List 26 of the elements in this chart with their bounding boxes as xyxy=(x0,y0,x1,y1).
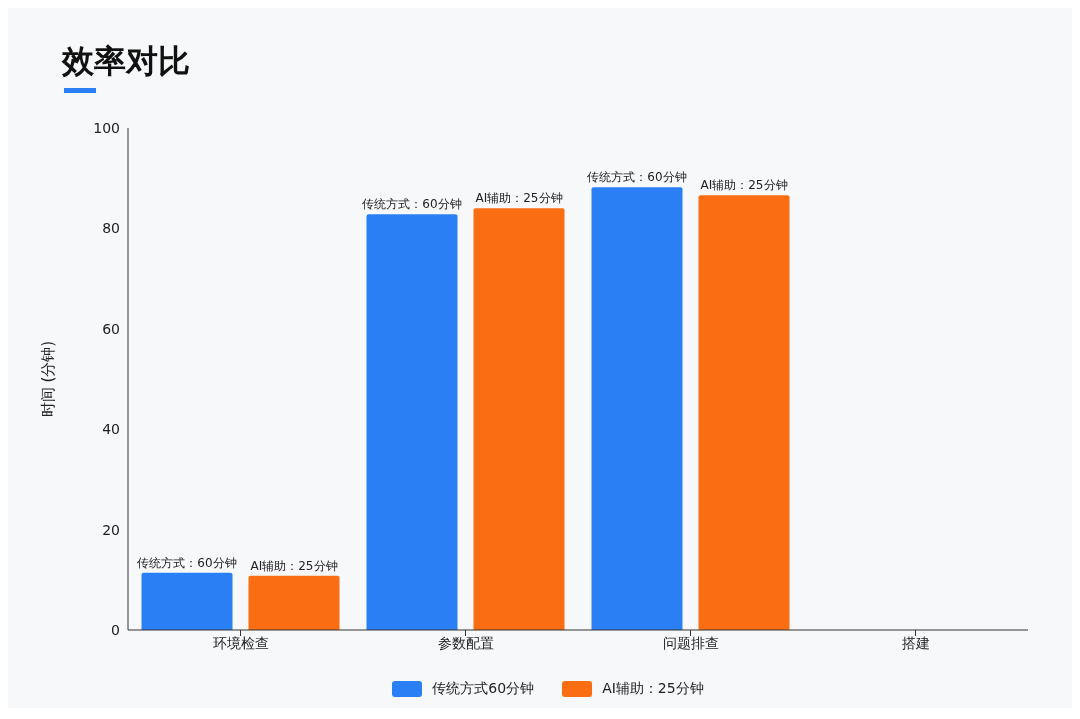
annotation: AI辅助：25分钟 xyxy=(700,178,788,193)
x-tick-label: 环境检查 xyxy=(212,634,269,651)
bar xyxy=(698,195,790,630)
y-tick-label: 40 xyxy=(102,421,120,438)
annotation: 传统方式：60分钟 xyxy=(362,197,462,212)
legend-label: AI辅助：25分钟 xyxy=(602,680,704,698)
y-tick-label: 0 xyxy=(111,621,120,638)
bar xyxy=(473,208,565,630)
x-tick-label: 搭建 xyxy=(901,634,930,651)
annotation: 传统方式：60分钟 xyxy=(137,555,237,570)
y-tick-label: 100 xyxy=(93,119,120,136)
y-tick-label: 20 xyxy=(102,521,120,538)
x-tick-label: 问题排查 xyxy=(662,634,719,651)
x-tick-label: 参数配置 xyxy=(437,634,494,651)
bar xyxy=(141,572,233,630)
bar xyxy=(591,187,683,630)
bar xyxy=(366,214,458,630)
annotation: 传统方式：60分钟 xyxy=(587,170,687,185)
y-tick-label: 80 xyxy=(102,220,120,237)
y-tick-label: 60 xyxy=(102,320,120,337)
y-axis-title: 时间 (分钟) xyxy=(39,340,58,418)
bar xyxy=(248,575,340,630)
annotation: AI辅助：25分钟 xyxy=(250,558,338,573)
legend-label: 传统方式60分钟 xyxy=(432,680,535,698)
annotation: AI辅助：25分钟 xyxy=(475,191,563,206)
chart-title: 效率对比 xyxy=(62,41,190,82)
